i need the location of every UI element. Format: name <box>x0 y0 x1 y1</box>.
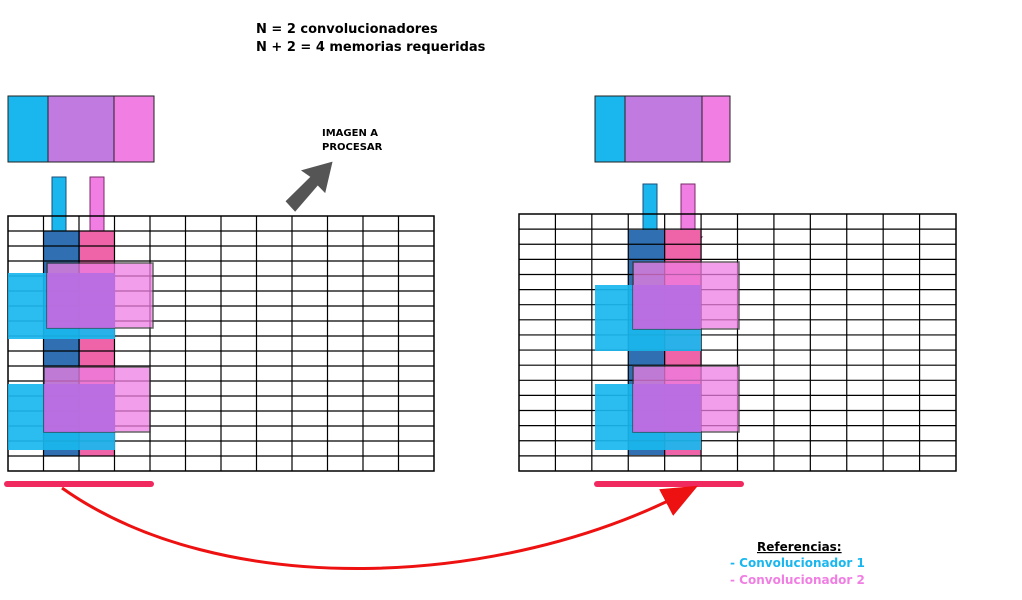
memory-block-shared <box>47 95 115 163</box>
image-pointer-arrow <box>285 161 333 212</box>
image-label-line-2: PROCESAR <box>322 142 383 153</box>
transition-arrow <box>61 485 698 571</box>
right-kernels <box>595 261 740 450</box>
legend-item-conv1: - Convolucionador 1 <box>730 556 865 570</box>
right-highlight-bar <box>594 481 744 487</box>
legend-item-conv2: - Convolucionador 2 <box>730 573 865 587</box>
kernel-overlap-upper <box>633 285 701 329</box>
header-line-1: N = 2 convolucionadores <box>256 22 438 37</box>
memory-block-shared <box>624 95 703 163</box>
header-line-2: N + 2 = 4 memorias requeridas <box>256 40 486 55</box>
left-highlight-bar <box>4 481 154 487</box>
kernel-overlap-lower <box>44 384 115 432</box>
kernel-overlap-upper <box>47 273 115 328</box>
left-memory-bank <box>7 95 155 163</box>
memory-block-conv1 <box>7 95 49 163</box>
memory-block-conv2 <box>113 95 155 163</box>
right-memory-bank <box>594 95 731 163</box>
memory-block-conv2 <box>701 95 731 163</box>
left-kernels <box>8 262 154 450</box>
legend-title: Referencias: <box>757 540 842 554</box>
image-label-line-1: IMAGEN A <box>322 128 378 139</box>
kernel-overlap-lower <box>633 384 701 432</box>
memory-block-conv1 <box>594 95 626 163</box>
legend: Referencias: - Convolucionador 1 - Convo… <box>730 540 865 587</box>
